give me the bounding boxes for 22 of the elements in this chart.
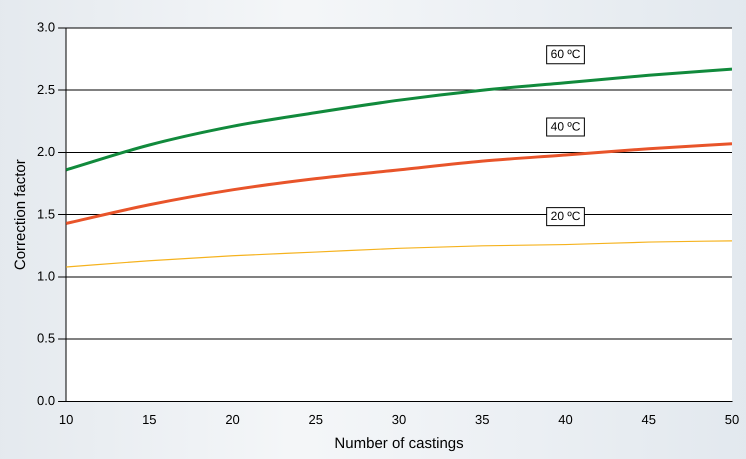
x-tick-label: 40	[558, 412, 573, 427]
y-tick-label: 1.0	[36, 268, 56, 284]
x-tick-label: 45	[642, 412, 656, 427]
y-tick-label: 1.5	[36, 206, 56, 222]
y-axis-title: Correction factor	[12, 159, 30, 270]
line-series	[66, 240, 732, 268]
x-tick-label: 30	[392, 412, 406, 427]
y-tick-label: 2.5	[36, 82, 56, 97]
x-tick-label: 20	[225, 412, 240, 427]
series-label: 20 ºC	[550, 208, 581, 223]
series-label: 60 ºC	[550, 47, 581, 62]
x-tick-label: 10	[58, 412, 74, 427]
x-tick-label: 25	[308, 412, 324, 427]
x-axis-title: Number of castings	[334, 435, 464, 452]
x-tick-label: 15	[142, 412, 157, 427]
y-tick-label: 0.0	[36, 392, 56, 408]
y-tick-label: 3.0	[36, 20, 56, 35]
y-tick-label: 0.5	[36, 330, 56, 346]
y-tick-label: 2.0	[36, 144, 56, 160]
series-label: 40 ºC	[550, 119, 581, 134]
x-tick-label: 50	[724, 412, 740, 427]
x-tick-label: 35	[475, 412, 490, 427]
